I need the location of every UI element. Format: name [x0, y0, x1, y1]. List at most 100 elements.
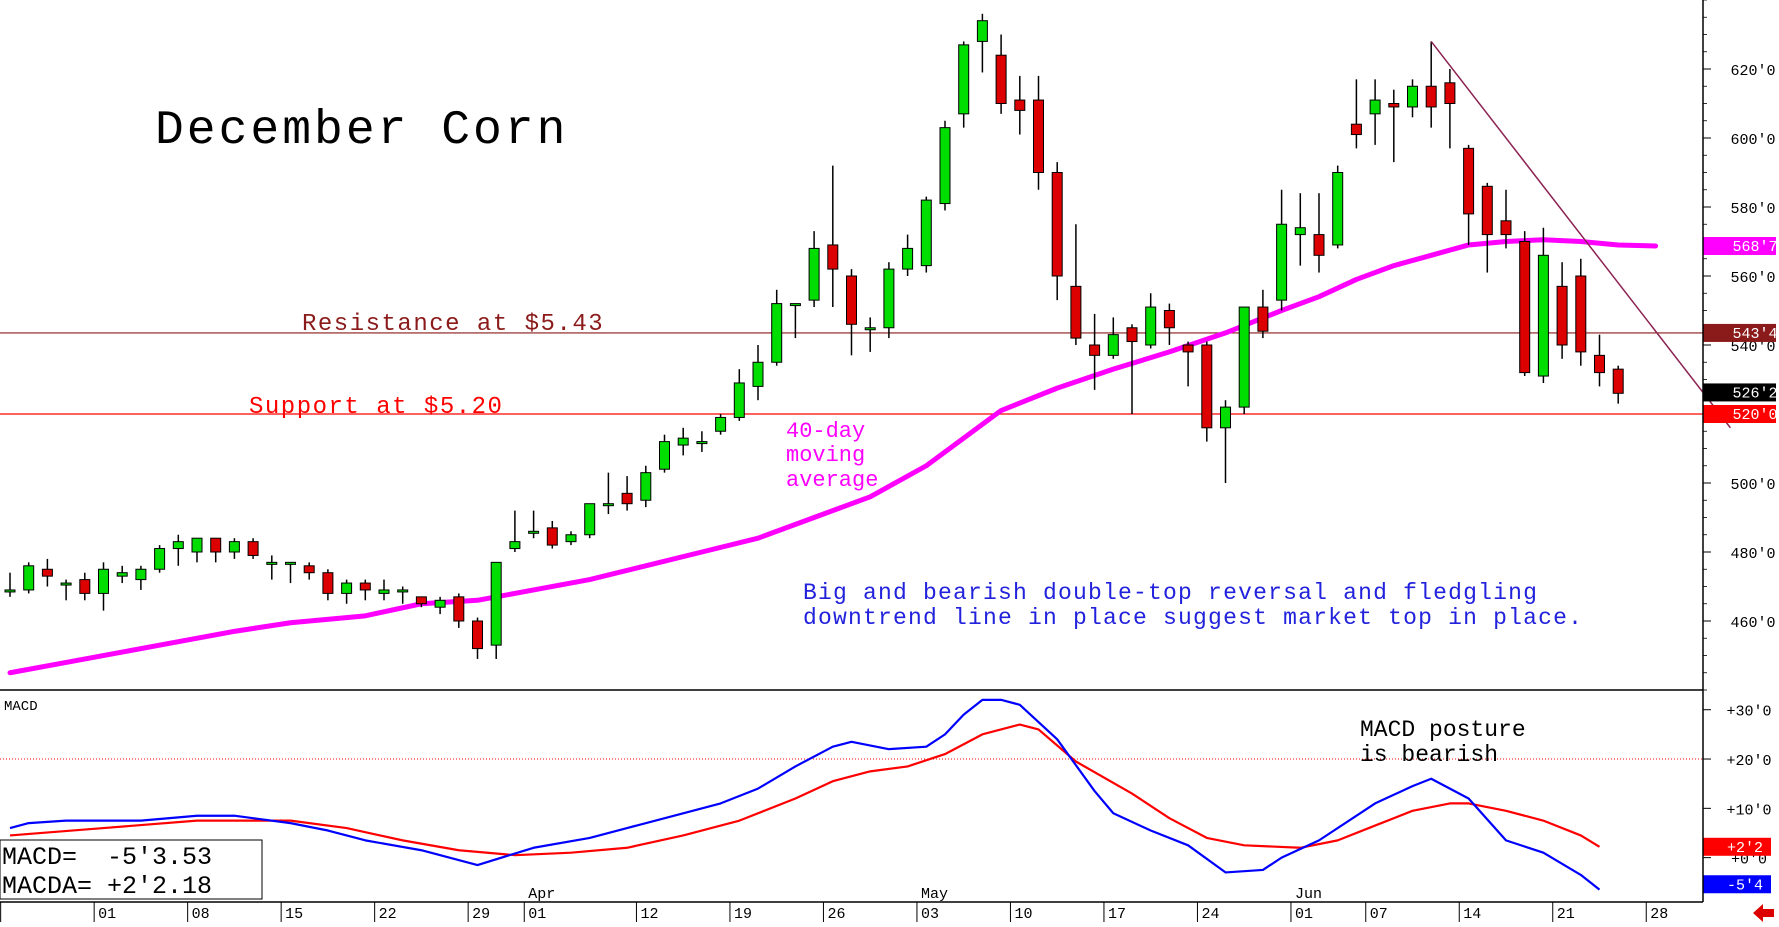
candle-body: [976, 20, 988, 42]
scroll-left-arrow-icon[interactable]: [1748, 899, 1778, 925]
candle-body: [1313, 234, 1325, 256]
candle-body: [1388, 103, 1400, 108]
price-tag-box: [1703, 405, 1776, 423]
candle-body: [771, 303, 783, 363]
candle-body: [415, 596, 427, 605]
date-tick-label: 08: [192, 906, 210, 923]
macd-tag-box: [1703, 875, 1771, 894]
candle-body: [191, 537, 203, 553]
candle-body: [1126, 327, 1138, 343]
candle-body: [79, 579, 91, 594]
date-tick-label: 01: [98, 906, 116, 923]
date-tick-label: 03: [921, 906, 939, 923]
candle-body: [341, 582, 353, 594]
price-tick-label: 480'0: [1730, 546, 1775, 563]
candle-body: [546, 527, 558, 546]
candle-body: [621, 492, 633, 505]
price-tag-label: 568'7: [1732, 239, 1777, 256]
macd-tag-box: [1703, 837, 1771, 856]
candle-body: [1051, 172, 1063, 277]
candle-body: [1537, 254, 1549, 377]
candle-body: [1369, 99, 1381, 115]
candle-body: [453, 596, 465, 622]
downtrend-line: [1430, 40, 1731, 429]
candle-body: [1276, 223, 1288, 301]
candle-body: [1425, 85, 1437, 108]
date-tick-label: 22: [379, 906, 397, 923]
price-tags: 568'7 543'4 526'2 520'0: [1703, 236, 1778, 424]
candle-body: [883, 268, 895, 329]
candle-body: [1612, 368, 1624, 394]
macd-tag-label: -5'4: [1727, 877, 1763, 894]
price-tick-label: 580'0: [1730, 201, 1775, 218]
candle-body: [378, 589, 390, 594]
candle-body: [602, 503, 614, 507]
candle-body: [210, 537, 222, 553]
macd-annotation-line-2: is bearish: [1360, 742, 1498, 768]
chart-title: December Corn: [155, 104, 568, 158]
macd-lines: [9, 698, 1601, 891]
resistance-label: Resistance at $5.43: [302, 311, 604, 338]
candle-body: [397, 589, 409, 593]
date-axis: 01 08 15 22 29 01 12 19 26 03 10 17 24 01 07 14 21 28 Apr M…: [0, 886, 1668, 923]
date-tick-label: 28: [1650, 906, 1668, 923]
candle-body: [939, 127, 951, 205]
ma-label-line-3: average: [786, 468, 878, 493]
candle-body: [1519, 241, 1531, 374]
month-label: Apr: [528, 886, 555, 903]
candle-body: [528, 530, 540, 534]
date-tick-label: 07: [1370, 906, 1388, 923]
macd-tag-label: +2'2: [1727, 840, 1763, 857]
macd-axis: +0'0 +10'0 +20'0 +30'0: [1703, 704, 1772, 869]
candle-body: [1163, 310, 1175, 329]
date-tick-label: 12: [640, 906, 658, 923]
candle-body: [266, 561, 278, 565]
candle-body: [1014, 99, 1026, 111]
candle-body: [846, 275, 857, 325]
candle-body: [1350, 123, 1362, 136]
candle-body: [359, 582, 371, 591]
analysis-annotation-line-1: Big and bearish double-top reversal and …: [803, 580, 1538, 606]
macd-readout-value: MACD= -5'3.53: [2, 843, 212, 872]
date-tick-label: 21: [1557, 906, 1575, 923]
candle-body: [285, 561, 296, 565]
candle-body: [1575, 275, 1587, 353]
candle-body: [4, 589, 16, 593]
price-tick-label: 620'0: [1730, 63, 1775, 80]
candle-body: [808, 247, 820, 301]
date-tick-label: 26: [827, 906, 845, 923]
price-tick-label: 540'0: [1730, 339, 1775, 356]
macd-annotation-line-1: MACD posture: [1360, 717, 1526, 743]
analysis-annotation-line-2: downtrend line in place suggest market t…: [803, 605, 1583, 631]
price-tag-label: 520'0: [1732, 407, 1777, 424]
macd-tick-label: +0'0: [1731, 852, 1767, 869]
candle-body: [509, 541, 521, 550]
candle-body: [322, 572, 334, 594]
price-tag-label: 526'2: [1732, 385, 1777, 402]
candle-body: [303, 565, 315, 574]
price-tag-box: [1703, 236, 1776, 255]
macd-tick-label: +10'0: [1726, 802, 1771, 819]
candle-body: [1481, 185, 1493, 236]
candle-body: [1089, 344, 1101, 356]
candle-body: [154, 548, 166, 570]
macd-readout-box: [0, 839, 263, 900]
price-tick-label: 560'0: [1730, 270, 1775, 287]
macd-tick-label: +20'0: [1726, 753, 1771, 770]
macd-price-tags: +2'2 -5'4: [1703, 837, 1771, 894]
support-label: Support at $5.20: [249, 394, 503, 421]
candle-body: [1070, 285, 1082, 339]
candle-body: [1182, 344, 1194, 353]
macda-readout-value: MACDA= +2'2.18: [2, 872, 212, 901]
candle-body: [98, 568, 109, 594]
candle-body: [659, 441, 670, 470]
candle-body: [1238, 306, 1250, 408]
candle-body: [715, 416, 727, 432]
candle-body: [1444, 82, 1456, 105]
candle-body: [789, 303, 801, 307]
candle-body: [640, 472, 652, 501]
candle-body: [864, 327, 876, 331]
ma-label-line-1: 40-day: [786, 419, 865, 444]
candle-body: [958, 44, 970, 115]
